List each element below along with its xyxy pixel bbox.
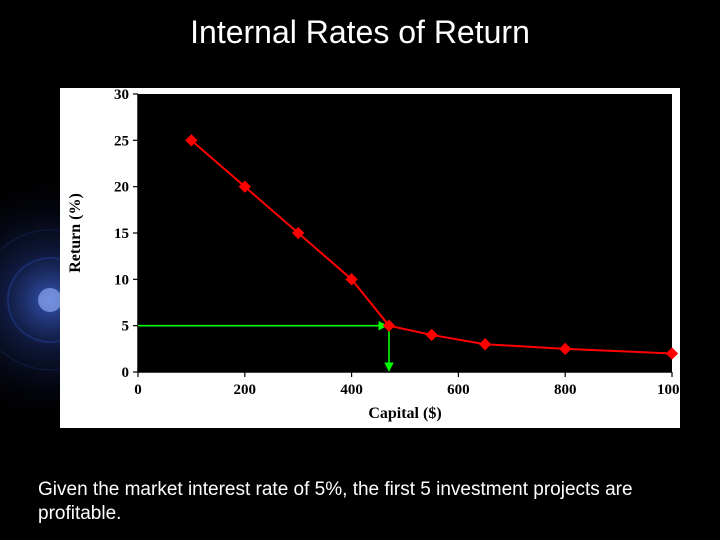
svg-text:20: 20 xyxy=(114,180,129,196)
svg-text:15: 15 xyxy=(114,226,129,242)
svg-text:Return (%): Return (%) xyxy=(67,193,84,273)
slide-title: Internal Rates of Return xyxy=(0,14,720,51)
chart-container: 0 5 10 15 20 25 30 0 200 400 600 800 1000 Return (%) C… xyxy=(60,88,680,428)
svg-text:Capital ($): Capital ($) xyxy=(368,405,441,422)
svg-text:400: 400 xyxy=(340,382,363,398)
svg-text:5: 5 xyxy=(122,319,130,335)
svg-text:10: 10 xyxy=(114,272,129,288)
caption-text: Given the market interest rate of 5%, th… xyxy=(38,478,678,526)
svg-text:30: 30 xyxy=(114,88,129,103)
svg-text:1000: 1000 xyxy=(657,382,680,398)
svg-text:800: 800 xyxy=(554,382,577,398)
svg-text:25: 25 xyxy=(114,133,129,149)
svg-text:600: 600 xyxy=(447,382,470,398)
chart-svg: 0 5 10 15 20 25 30 0 200 400 600 800 1000 Return (%) C… xyxy=(60,88,680,428)
svg-text:0: 0 xyxy=(122,365,130,381)
svg-text:200: 200 xyxy=(234,382,256,398)
svg-text:0: 0 xyxy=(134,382,142,398)
slide-root: Internal Rates of Return 0 5 10 15 20 25 30 0 20… xyxy=(0,0,720,540)
